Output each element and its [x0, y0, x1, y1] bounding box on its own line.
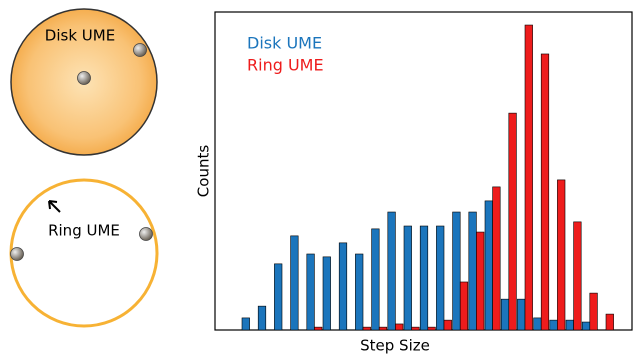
bar	[444, 320, 452, 330]
bar	[307, 254, 315, 330]
bar	[582, 322, 590, 330]
bar	[412, 327, 420, 330]
bar	[314, 327, 322, 330]
bar	[566, 320, 574, 330]
bar	[541, 54, 549, 330]
bar	[323, 257, 331, 330]
bar	[501, 299, 509, 330]
bar	[493, 187, 501, 330]
page: {"diagrams": {"disk_label": "Disk UME", …	[0, 0, 635, 355]
particle	[140, 228, 153, 241]
bar	[557, 180, 565, 330]
ring-diagram: Ring UME	[11, 180, 158, 326]
bar	[428, 327, 436, 330]
legend-entry: Ring UME	[247, 56, 324, 75]
bar	[574, 222, 582, 330]
bar	[606, 314, 614, 330]
bar	[291, 236, 299, 330]
bar	[274, 264, 282, 330]
bar	[379, 327, 387, 330]
particle	[78, 72, 91, 85]
bar	[339, 243, 347, 330]
disk-diagram: Disk UME	[11, 9, 157, 155]
bar	[517, 299, 525, 330]
bar	[404, 226, 412, 330]
bar	[534, 318, 542, 330]
bar	[485, 201, 493, 330]
legend-entry: Disk UME	[247, 34, 322, 53]
bar	[395, 324, 403, 330]
ring	[11, 180, 157, 326]
bar	[258, 306, 266, 330]
y-axis-label: Counts	[195, 145, 213, 198]
bar	[436, 226, 444, 330]
particle	[134, 44, 147, 57]
arrow	[49, 201, 60, 212]
figure: Disk UME Ring UME Step Size Counts Disk …	[0, 0, 635, 355]
bar	[363, 327, 371, 330]
bar	[590, 293, 598, 330]
bar	[355, 254, 363, 330]
bar	[453, 212, 461, 330]
bar	[550, 320, 558, 330]
bar	[460, 282, 468, 330]
ring-label: Ring UME	[48, 222, 120, 240]
bar	[420, 226, 428, 330]
disk-label: Disk UME	[45, 27, 115, 45]
bar	[509, 113, 517, 330]
x-axis-label: Step Size	[360, 337, 430, 355]
particle	[11, 248, 24, 261]
bar	[372, 229, 380, 330]
bar	[469, 212, 477, 330]
bar	[525, 25, 533, 330]
bar	[476, 232, 484, 330]
bar	[388, 212, 396, 330]
bar	[242, 318, 250, 330]
